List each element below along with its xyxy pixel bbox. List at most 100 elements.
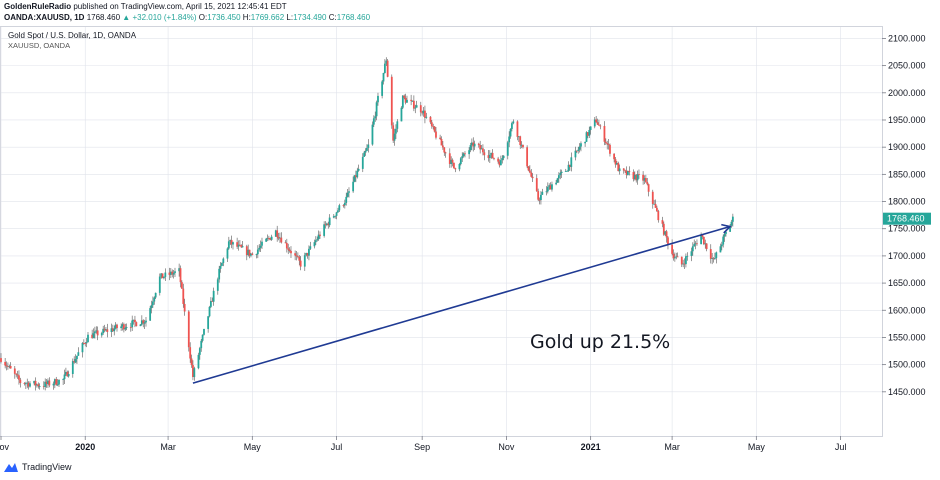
candle-down (106, 329, 109, 332)
low-value: 1734.490 (293, 13, 327, 22)
candle-up (29, 383, 31, 387)
candle-down (295, 255, 298, 257)
candle-up (65, 371, 67, 375)
x-tick-label: May (244, 442, 262, 452)
last-price-marker: 1768.460 (883, 212, 931, 225)
candle-down (657, 211, 660, 221)
candle-up (313, 242, 316, 247)
time-axis[interactable]: Nov 2020 Mar May Jul Sep Nov 2021 Mar May Jul (0, 436, 846, 452)
candle-up (618, 168, 621, 172)
candle-up (207, 316, 210, 329)
candle-down (23, 383, 26, 384)
candle-down (183, 303, 186, 312)
candle-up (221, 262, 223, 266)
candle-down (632, 172, 635, 180)
candle-up (345, 196, 348, 203)
trend-arrow[interactable] (192, 223, 732, 384)
candle-up (193, 368, 196, 378)
candle-up (334, 215, 337, 217)
candle-down (319, 234, 321, 236)
chart-title: Gold Spot / U.S. Dollar, 1D, OANDA (8, 31, 137, 40)
candle-down (96, 330, 99, 336)
y-tick-label: 1950.000 (888, 115, 926, 125)
candle-up (163, 276, 165, 279)
candle-down (66, 371, 69, 377)
candle-down (709, 249, 712, 259)
candle-down (73, 361, 76, 363)
candle-down (676, 256, 679, 258)
plot-border (0, 26, 883, 437)
x-tick-label: Sep (414, 442, 430, 452)
candle-down (667, 237, 669, 245)
candle-down (651, 191, 654, 204)
publish-info: published on TradingView.com, April 15, … (73, 2, 287, 11)
candle-up (375, 102, 378, 117)
candle-up (87, 334, 89, 343)
candle-down (9, 365, 12, 369)
candle-down (251, 253, 254, 255)
candle-up (92, 333, 95, 339)
candle-up (139, 324, 142, 327)
candle-up (149, 308, 152, 321)
candle-down (662, 223, 665, 235)
x-tick-label: Jul (835, 442, 847, 452)
candle-up (685, 256, 687, 265)
candle-down (435, 131, 437, 138)
candle-up (229, 239, 232, 242)
tradingview-footer[interactable]: TradingView (4, 462, 72, 472)
candle-up (352, 181, 355, 192)
candle-down (7, 366, 9, 368)
candle-up (256, 249, 259, 255)
candle-up (673, 257, 676, 259)
candle-up (615, 162, 618, 165)
author-name[interactable]: GoldenRuleRadio (4, 2, 72, 11)
candle-up (559, 173, 562, 176)
candle-down (628, 170, 631, 173)
candle-down (644, 178, 647, 182)
candle-down (603, 125, 606, 142)
candle-down (424, 110, 426, 118)
price-axis[interactable]: 1450.000 1500.000 1550.000 1600.000 1650.000… (882, 33, 926, 397)
gold-up-annotation[interactable]: Gold up 21.5% (530, 331, 670, 353)
candle-down (531, 176, 534, 179)
candle-up (154, 292, 157, 298)
candle-up (100, 332, 103, 336)
candle-up (325, 223, 328, 226)
candle-up (545, 191, 548, 193)
candle-up (361, 156, 364, 169)
candle-down (290, 250, 292, 254)
candle-down (238, 244, 241, 246)
candle-up (690, 251, 693, 256)
x-tick-label: Mar (664, 442, 680, 452)
candle-up (725, 231, 727, 234)
candle-down (189, 347, 192, 359)
candle-up (508, 136, 511, 143)
candle-down (187, 311, 190, 348)
candle-up (396, 121, 399, 129)
candle-up (691, 246, 694, 252)
candle-down (135, 322, 138, 327)
candle-up (105, 329, 107, 331)
candle-up (338, 205, 341, 211)
candle-up (401, 95, 404, 108)
candle-up (556, 178, 559, 183)
candle-up (450, 159, 453, 164)
candle-down (683, 263, 686, 265)
candle-up (232, 242, 234, 245)
candle-down (656, 207, 658, 212)
candle-down (537, 191, 540, 200)
candle-down (433, 126, 436, 132)
candle-up (468, 150, 471, 155)
candle-up (540, 194, 542, 201)
candle-down (702, 236, 705, 245)
candle-up (633, 174, 636, 180)
x-tick-label: Nov (498, 442, 515, 452)
candle-down (429, 116, 432, 123)
candle-down (42, 386, 45, 387)
candle-down (622, 168, 625, 171)
candle-up (218, 268, 221, 280)
price-chart[interactable]: Gold Spot / U.S. Dollar, 1D, OANDA XAUUS… (0, 24, 940, 460)
candle-up (548, 185, 551, 187)
candle-up (458, 164, 461, 170)
candle-up (560, 171, 563, 174)
